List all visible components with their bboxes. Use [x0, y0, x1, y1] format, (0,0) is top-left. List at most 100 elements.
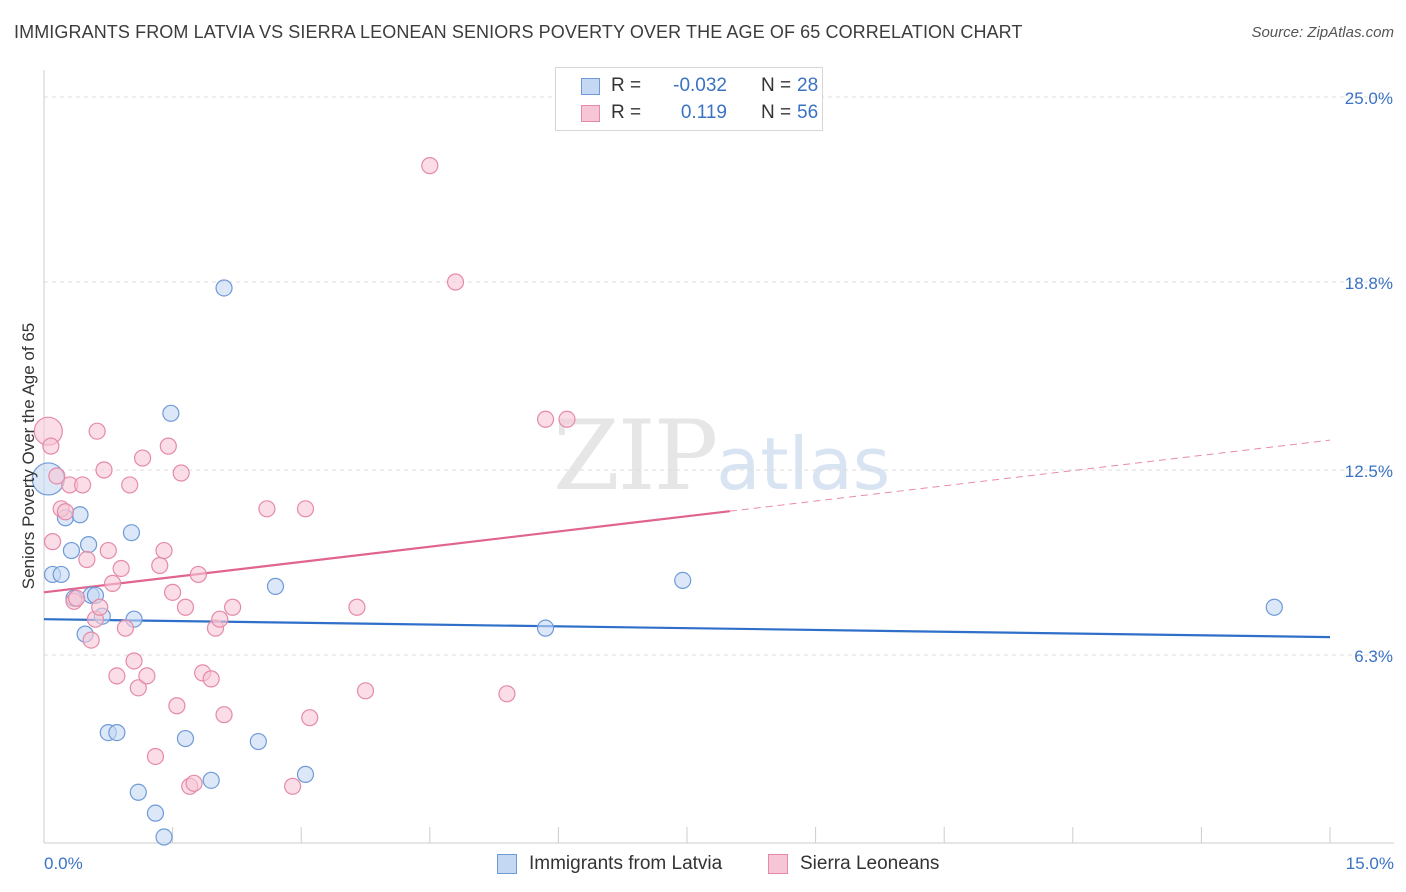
data-point [155, 828, 173, 846]
data-point [116, 619, 135, 637]
data-point [356, 682, 375, 700]
legend-label-sierra-leone: Sierra Leoneans [800, 853, 940, 874]
data-point [185, 774, 203, 792]
stats-r-value: 0.119 [680, 102, 727, 123]
grid-lines [44, 96, 1394, 656]
data-point [146, 747, 165, 766]
stats-n-value: 56 [797, 102, 819, 123]
y-tick-label: 18.8% [1345, 274, 1393, 293]
data-point [498, 685, 516, 703]
stats-n-label: N = [761, 75, 792, 96]
data-point [73, 476, 92, 494]
data-point [189, 565, 207, 584]
data-points [31, 157, 1283, 846]
stats-r-label: R = [611, 102, 642, 123]
data-point [42, 437, 60, 455]
data-point [133, 449, 152, 467]
watermark-zip: ZIP [553, 400, 718, 512]
data-point [168, 697, 186, 715]
data-point [151, 556, 169, 575]
chart-title: IMMIGRANTS FROM LATVIA VS SIERRA LEONEAN… [14, 22, 1023, 42]
legend-label-latvia: Immigrants from Latvia [529, 853, 723, 874]
tick-labels: 6.3% 12.5% 18.8% 25.0% 0.0% 15.0% [44, 89, 1394, 873]
watermark: ZIPatlas [553, 400, 890, 512]
data-point [146, 804, 165, 822]
data-point [155, 541, 173, 560]
data-point [129, 783, 147, 801]
data-point [266, 577, 285, 595]
legend-swatch-sierra-leone [768, 854, 788, 874]
data-point [121, 476, 139, 494]
stats-r-value: -0.032 [673, 75, 727, 96]
data-point [284, 777, 302, 795]
data-point [125, 652, 143, 670]
data-point [421, 157, 439, 175]
data-point [122, 524, 141, 542]
data-point [172, 464, 190, 482]
data-point [52, 565, 70, 584]
data-point [211, 610, 229, 628]
data-point [536, 410, 555, 428]
source-label: Source: ZipAtlas.com [1251, 24, 1394, 41]
data-point [79, 535, 98, 554]
data-point [91, 598, 109, 616]
data-point [62, 541, 81, 560]
stats-swatch-latvia [581, 78, 600, 95]
data-point [108, 667, 126, 685]
y-tick-label: 25.0% [1345, 89, 1393, 108]
data-point [296, 500, 315, 518]
data-point [348, 598, 366, 616]
series-points-sierra-leone [33, 157, 576, 795]
data-point [258, 500, 276, 518]
data-point [159, 437, 177, 455]
stats-r-label: R = [611, 75, 642, 96]
data-point [558, 410, 576, 428]
stats-n-value: 28 [797, 75, 819, 96]
series-points-latvia [31, 279, 1283, 846]
data-point [176, 729, 195, 748]
data-point [296, 765, 315, 783]
stats-legend: R = -0.032 N = 28 R = 0.119 N = 56 [555, 67, 823, 131]
data-point [88, 422, 106, 440]
data-point [78, 550, 96, 569]
x-tick-label: 0.0% [44, 854, 83, 873]
data-point [43, 533, 62, 551]
data-point [215, 279, 233, 297]
legend-swatch-latvia [497, 854, 517, 874]
data-point [82, 631, 100, 649]
series-legend: Immigrants from Latvia Sierra Leoneans [0, 852, 1406, 878]
data-point [674, 571, 692, 590]
data-point [48, 467, 66, 485]
data-point [129, 679, 147, 697]
axes [43, 70, 1394, 844]
y-tick-label: 6.3% [1354, 647, 1393, 666]
watermark-atlas: atlas [716, 422, 891, 506]
data-point [202, 670, 220, 688]
data-point [99, 541, 117, 560]
trend-line-sierra-leone [43, 510, 730, 594]
data-point [67, 589, 86, 607]
data-point [446, 273, 465, 291]
data-point [112, 559, 130, 578]
stats-n-label: N = [761, 102, 792, 123]
data-point [103, 574, 122, 592]
trend-lines [43, 439, 1331, 639]
data-point [202, 771, 220, 789]
data-point [176, 598, 195, 616]
data-point [1265, 598, 1283, 616]
data-point [138, 667, 156, 685]
data-point [164, 583, 182, 601]
data-point [95, 461, 113, 479]
data-point [71, 506, 89, 524]
data-point [215, 706, 233, 724]
data-point [301, 709, 319, 727]
data-point [162, 404, 180, 422]
trend-line-latvia [43, 618, 1331, 639]
data-point [536, 619, 555, 637]
y-axis-label: Seniors Poverty Over the Age of 65 [19, 323, 38, 589]
data-point [224, 598, 242, 616]
trend-line-sierra-leone-extension [729, 439, 1331, 512]
data-point [249, 732, 267, 751]
data-point [56, 503, 75, 521]
